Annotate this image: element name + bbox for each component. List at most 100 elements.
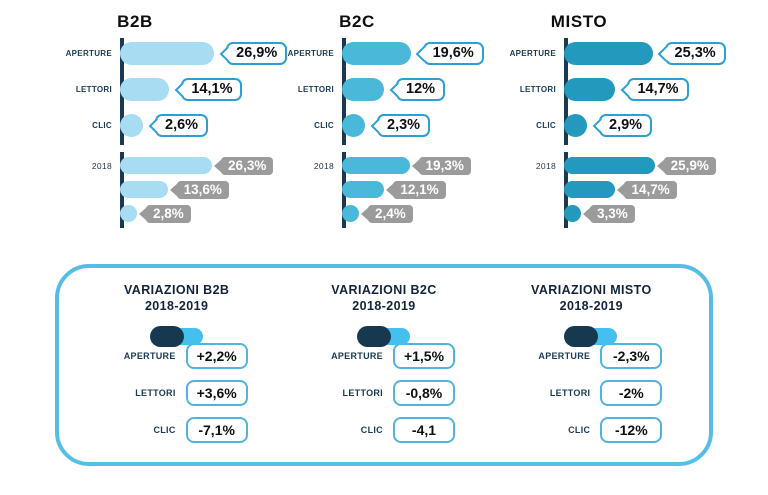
chart-row: 2,4%: [284, 204, 506, 223]
variation-value: +3,6%: [185, 379, 248, 406]
year-label: 2018: [313, 160, 334, 171]
variation-value: -2,3%: [600, 342, 663, 369]
value-tag: 2,8%: [146, 204, 191, 223]
value-tag: 3,3%: [590, 204, 635, 223]
variation-label: LETTORI: [342, 387, 383, 398]
value-tag: 2,4%: [368, 204, 413, 223]
toggle-dark-pill-icon: [564, 325, 599, 347]
value-callout: 14,1%: [181, 78, 243, 101]
variation-value: -0,8%: [392, 379, 455, 406]
variation-subtitle: 2018-2019: [144, 299, 209, 314]
chart-row: 14,7%: [506, 180, 728, 199]
chart-row: 13,6%: [62, 180, 284, 199]
variation-row: APERTURE +2,2%: [106, 342, 248, 369]
variation-value: -12%: [600, 416, 663, 443]
variations-panel: VARIAZIONI B2B 2018-2019 APERTURE +2,2% …: [55, 264, 713, 466]
year-label: 2018: [91, 160, 112, 171]
toggle-dark-pill-icon: [356, 325, 391, 347]
chart-title-b2c: B2C: [339, 12, 375, 31]
variation-row: LETTORI -2%: [520, 379, 663, 406]
bar-2018-aperture: [120, 157, 213, 174]
variation-row: CLIC -7,1%: [106, 416, 248, 443]
chart-row: LETTORI 14,1%: [62, 78, 284, 101]
value-label: 2,8%: [153, 205, 184, 221]
category-label: APERTURE: [509, 49, 556, 58]
b2b-2019-group: APERTURE 26,9% LETTORI 14,1% CLIC 2,6%: [62, 38, 288, 145]
bar-2019-clic: [342, 114, 365, 137]
value-label: 14,7%: [637, 81, 679, 97]
category-label: LETTORI: [297, 85, 334, 94]
variation-header: VARIAZIONI B2B 2018-2019: [124, 282, 229, 315]
variation-label: APERTURE: [123, 350, 176, 361]
charts-row: B2B APERTURE 26,9% LETTORI 14,1% CLIC 2,…: [62, 8, 728, 228]
bar-2018-lettori: [342, 181, 385, 198]
chart-title-misto: MISTO: [550, 12, 608, 31]
variation-label: APERTURE: [331, 350, 383, 361]
variation-row: LETTORI -0,8%: [313, 379, 455, 406]
value-label: 25,3%: [674, 45, 716, 61]
value-callout: 25,3%: [664, 42, 726, 65]
variation-row: CLIC -4,1: [313, 416, 455, 443]
value-label: 2,4%: [375, 205, 406, 221]
variation-title: VARIAZIONI MISTO: [531, 283, 652, 297]
bar-2018-lettori: [564, 181, 616, 198]
value-label: 26,3%: [228, 157, 267, 173]
value-label: 2,3%: [387, 117, 421, 133]
misto-2018-group: 2018 25,9% 14,7% 3,3%: [506, 152, 728, 228]
variation-header: VARIAZIONI MISTO 2018-2019: [531, 282, 652, 315]
variation-value: -2%: [600, 379, 663, 406]
variation-column-b2b: VARIAZIONI B2B 2018-2019 APERTURE +2,2% …: [73, 282, 280, 452]
value-callout: 26,9%: [226, 42, 288, 65]
chart-row: CLIC 2,9%: [506, 114, 728, 137]
value-label: 3,3%: [597, 205, 628, 221]
bar-2018-lettori: [120, 181, 168, 198]
bar-2018-clic: [120, 205, 137, 222]
variation-subtitle: 2018-2019: [559, 299, 623, 314]
value-label: 2,9%: [609, 117, 643, 133]
chart-row: LETTORI 12%: [284, 78, 506, 101]
variation-title: VARIAZIONI B2C: [331, 283, 437, 297]
value-callout: 2,6%: [155, 114, 209, 137]
variation-value: -4,1: [392, 416, 455, 443]
value-label: 2,6%: [165, 117, 199, 133]
category-label: CLIC: [92, 121, 112, 130]
variation-row: CLIC -12%: [520, 416, 663, 443]
bar-2018-clic: [564, 205, 581, 222]
value-label: 25,9%: [670, 157, 709, 173]
value-label: 14,1%: [191, 81, 233, 97]
bar-2018-aperture: [342, 157, 410, 174]
value-tag: 26,3%: [221, 156, 274, 175]
value-label: 26,9%: [236, 45, 278, 61]
value-tag: 12,1%: [393, 180, 446, 199]
value-tag: 19,3%: [418, 156, 471, 175]
chart-title-b2b: B2B: [117, 12, 153, 31]
value-tag: 25,9%: [663, 156, 716, 175]
chart-section-b2c: B2C APERTURE 19,6% LETTORI 12% CLIC 2,3%: [284, 8, 506, 228]
value-label: 19,6%: [432, 45, 474, 61]
category-label: LETTORI: [519, 85, 556, 94]
chart-row: 2018 26,3%: [62, 156, 284, 175]
variation-column-misto: VARIAZIONI MISTO 2018-2019 APERTURE -2,3…: [488, 282, 695, 452]
value-label: 12%: [406, 81, 436, 97]
chart-row: CLIC 2,3%: [284, 114, 506, 137]
chart-row: APERTURE 19,6%: [284, 42, 506, 65]
value-label: 19,3%: [425, 157, 464, 173]
b2c-2018-group: 2018 19,3% 12,1% 2,4%: [284, 152, 506, 228]
variation-header: VARIAZIONI B2C 2018-2019: [331, 282, 436, 315]
variation-label: CLIC: [153, 424, 176, 435]
toggle-dark-pill-icon: [149, 325, 184, 347]
variation-value: +1,5%: [392, 342, 455, 369]
variation-label: APERTURE: [538, 350, 591, 361]
chart-section-misto: MISTO APERTURE 25,3% LETTORI 14,7% CLIC …: [506, 8, 728, 228]
bar-2019-aperture: [564, 42, 653, 65]
value-callout: 14,7%: [627, 78, 689, 101]
bar-2019-clic: [564, 114, 587, 137]
bar-2019-aperture: [342, 42, 411, 65]
category-label: CLIC: [536, 121, 556, 130]
chart-row: 12,1%: [284, 180, 506, 199]
variation-title: VARIAZIONI B2B: [123, 283, 230, 297]
chart-row: 2,8%: [62, 204, 284, 223]
value-callout: 2,3%: [377, 114, 431, 137]
bar-2018-clic: [342, 205, 359, 222]
